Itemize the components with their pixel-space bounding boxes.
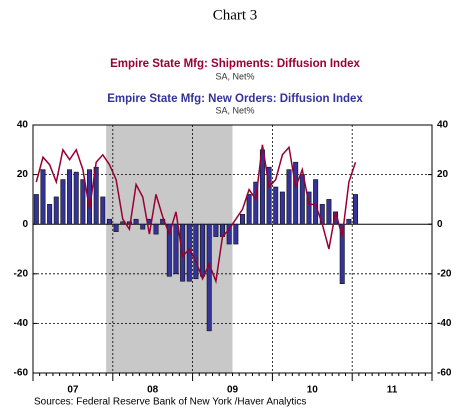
bar xyxy=(33,194,39,225)
bar xyxy=(193,223,199,280)
note-new-orders: SA, Net% xyxy=(215,105,254,115)
bar xyxy=(113,223,119,232)
bar xyxy=(173,223,179,275)
x-tick-label: 08 xyxy=(147,385,159,396)
bar xyxy=(313,179,319,225)
chart-title: Chart 3 xyxy=(213,7,258,23)
bar xyxy=(226,223,232,245)
bar xyxy=(133,218,139,225)
bar xyxy=(60,179,66,225)
bar xyxy=(153,223,159,235)
bar xyxy=(299,174,305,225)
plot-frame xyxy=(32,124,433,374)
y-tick-label: 40 xyxy=(17,120,29,131)
bar xyxy=(239,213,245,225)
bar xyxy=(326,199,332,225)
bar xyxy=(286,169,292,225)
bar xyxy=(266,166,272,225)
bar xyxy=(106,218,112,225)
bar xyxy=(306,191,312,225)
y2-tick-label: -40 xyxy=(437,318,452,329)
bar xyxy=(206,223,212,332)
bar xyxy=(100,196,106,225)
y-tick-label: -40 xyxy=(14,318,29,329)
bar xyxy=(233,223,239,245)
bar xyxy=(253,181,259,225)
bar xyxy=(293,161,299,225)
x-tick-label: 07 xyxy=(67,385,79,396)
x-tick-label: 10 xyxy=(307,385,319,396)
bar xyxy=(353,194,359,225)
bar xyxy=(346,218,352,225)
bar xyxy=(273,186,279,225)
bar xyxy=(339,223,345,285)
bar xyxy=(279,191,285,225)
y-tick-label: -60 xyxy=(14,368,29,379)
y2-tick-label: 40 xyxy=(437,120,449,131)
source: Sources: Federal Reserve Bank of New Yor… xyxy=(34,397,306,408)
y-tick-label: 20 xyxy=(17,169,29,180)
bar xyxy=(200,223,206,277)
y-tick-label: -20 xyxy=(14,268,29,279)
bar xyxy=(140,223,146,230)
bar xyxy=(213,223,219,237)
bar xyxy=(73,171,79,225)
note-shipments: SA, Net% xyxy=(215,71,254,81)
y2-tick-label: 0 xyxy=(437,219,443,230)
subtitle-shipments: Empire State Mfg: Shipments: Diffusion I… xyxy=(110,58,360,70)
bar xyxy=(53,196,59,225)
x-tick-label: 09 xyxy=(227,385,239,396)
bar xyxy=(67,169,73,225)
bar xyxy=(80,179,86,225)
y2-tick-label: -60 xyxy=(437,368,452,379)
bar xyxy=(47,204,53,225)
line xyxy=(35,144,357,285)
bar xyxy=(246,194,252,225)
y2-tick-label: 20 xyxy=(437,169,449,180)
bar xyxy=(166,223,172,277)
x-tick-label: 11 xyxy=(387,385,398,396)
y-tick-label: 0 xyxy=(22,219,28,230)
bar xyxy=(40,169,46,225)
subtitle-new-orders: Empire State Mfg: New Orders: Diffusion … xyxy=(107,93,363,105)
y2-tick-label: -20 xyxy=(437,268,452,279)
